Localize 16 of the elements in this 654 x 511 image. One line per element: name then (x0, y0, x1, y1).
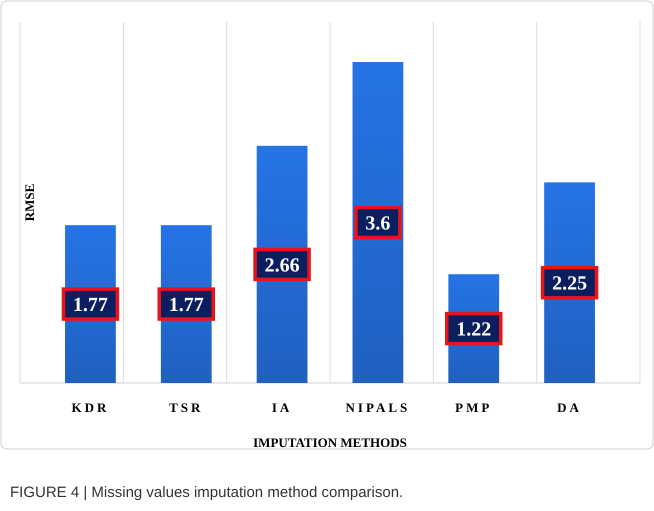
data-label: 1.77 (168, 294, 204, 316)
data-label: 1.77 (72, 294, 108, 316)
x-tick-label: DA (557, 400, 582, 415)
data-label: 3.6 (365, 212, 390, 234)
x-tick-label: IA (272, 400, 292, 415)
y-axis-title: RMSE (22, 184, 37, 222)
x-axis-title: IMPUTATION METHODS (253, 435, 407, 450)
x-tick-label: TSR (169, 400, 204, 415)
caption: FIGURE 4 | Missing values imputation method comparison. (10, 484, 404, 501)
x-tick-label: PMP (455, 400, 492, 415)
bar (352, 62, 404, 383)
data-label: 2.25 (552, 272, 588, 295)
x-tick-label: KDR (71, 400, 110, 415)
data-label: 1.22 (456, 318, 492, 341)
data-label: 2.66 (264, 254, 300, 276)
x-tick-label: NIPALS (346, 400, 410, 415)
